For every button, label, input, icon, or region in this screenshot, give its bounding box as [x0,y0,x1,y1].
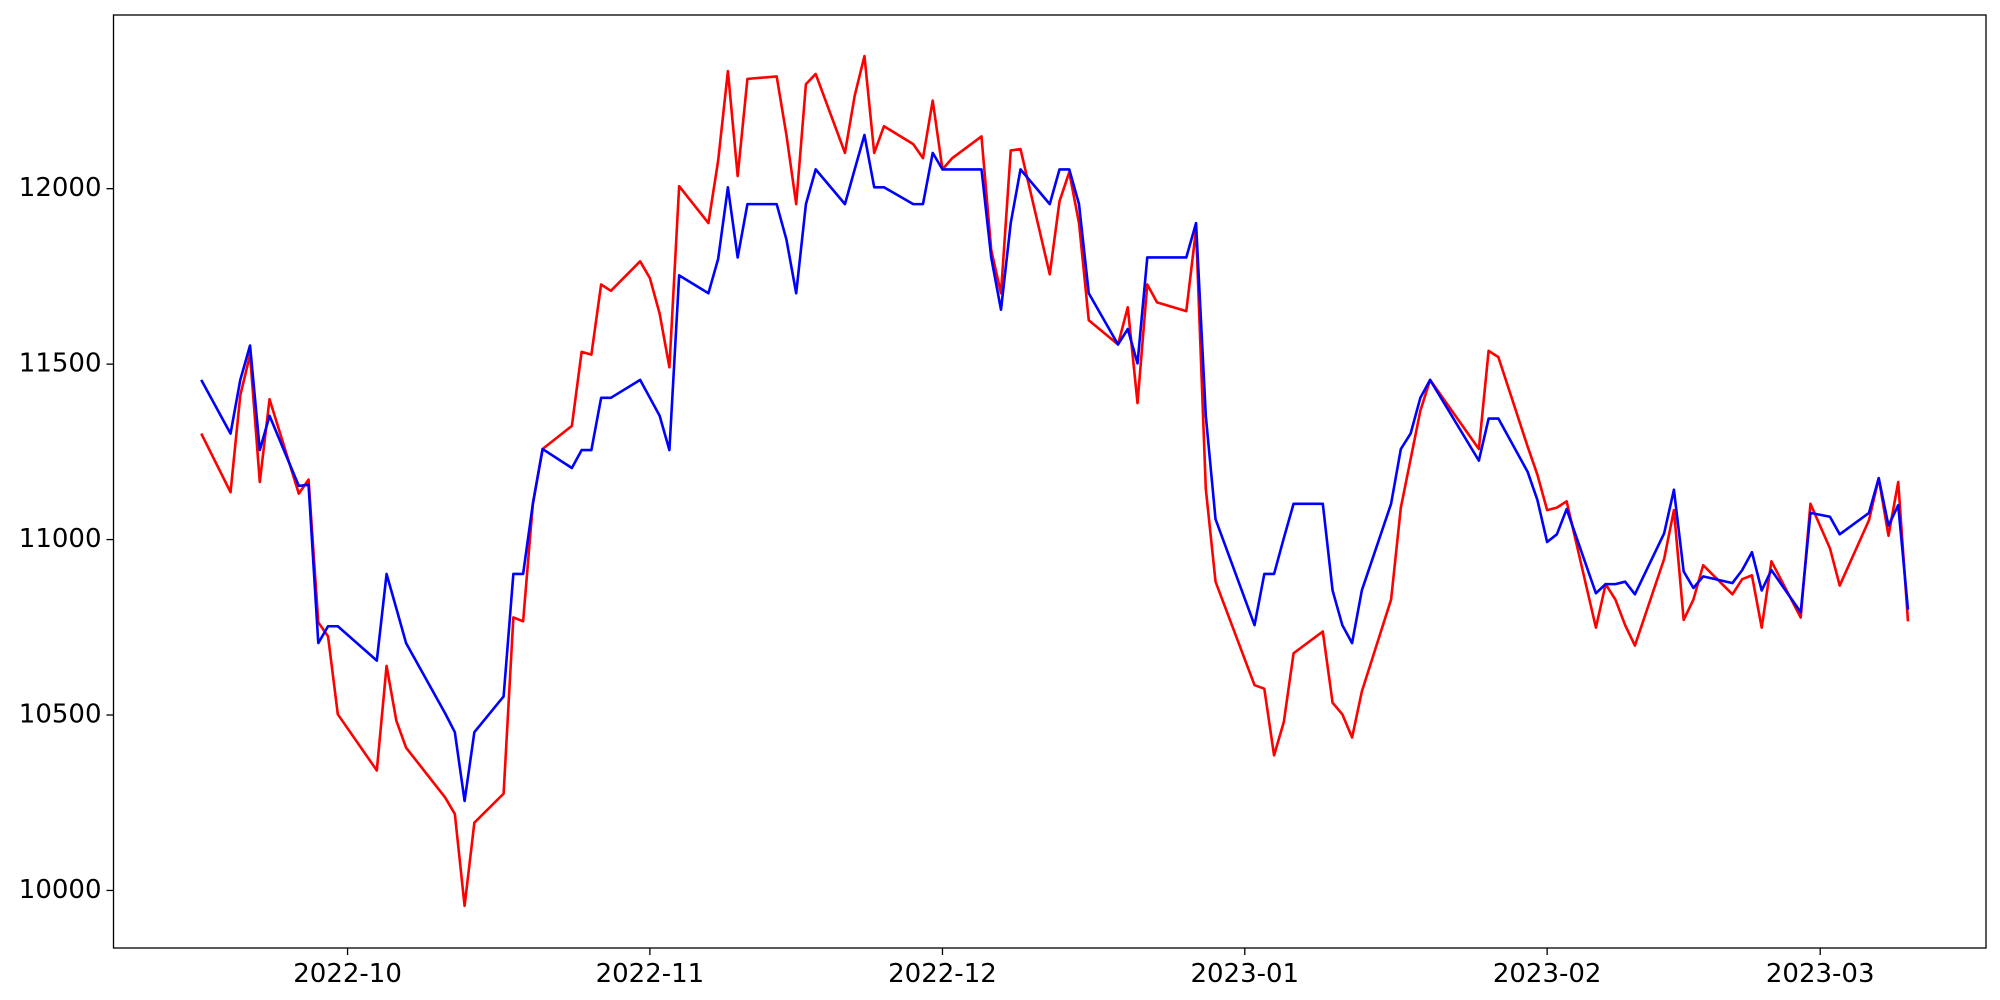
series-line [200,133,1910,803]
x-tick-label: 2023-01 [1190,959,1299,989]
x-tick-label: 2022-12 [888,959,997,989]
x-tick-label: 2022-11 [596,959,705,989]
plot-frame [112,14,1987,949]
y-tick-label: 11000 [19,524,102,554]
y-tick-label: 12000 [19,173,102,203]
y-tick-label: 11500 [19,349,102,379]
x-tick-label: 2022-10 [293,959,402,989]
x-tick-label: 2023-02 [1493,959,1602,989]
y-tick-label: 10000 [19,875,102,905]
series-line [200,54,1910,908]
x-tick-label: 2023-03 [1766,959,1875,989]
y-tick-label: 10500 [19,700,102,730]
